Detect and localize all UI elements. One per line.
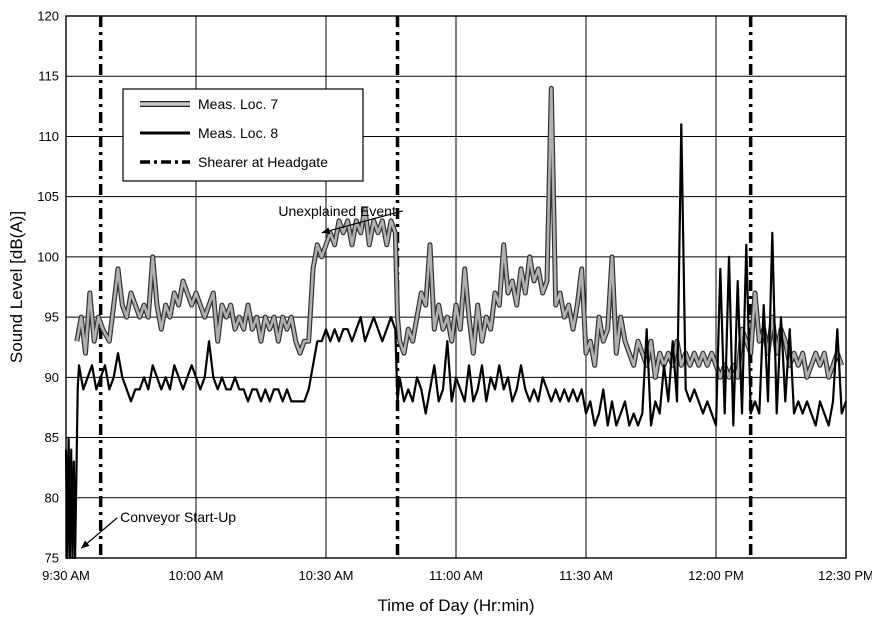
legend: Meas. Loc. 7 Meas. Loc. 8 Shearer at Hea… <box>122 88 364 182</box>
series-loc7-line <box>75 87 843 379</box>
x-tick-label-4: 11:30 AM <box>559 568 613 583</box>
y-tick-label-90: 90 <box>45 370 59 385</box>
annotation-text-1: Unexplained Event <box>278 203 396 219</box>
y-tick-label-120: 120 <box>37 9 59 24</box>
y-tick-label-110: 110 <box>38 129 59 144</box>
annotation-arrow-line-1 <box>321 210 403 234</box>
plot-frame <box>65 15 847 559</box>
legend-label-loc8: Meas. Loc. 8 <box>198 125 278 141</box>
x-tick-labels: 9:30 AM 10:00 AM 10:30 AM 11:00 AM 11:30 AM 1… <box>42 568 872 583</box>
x-tick-label-2: 10:30 AM <box>299 568 354 583</box>
legend-label-shearer: Shearer at Headgate <box>198 154 328 170</box>
annotation-text-2: Conveyor Start-Up <box>120 509 236 525</box>
y-tick-label-115: 115 <box>38 69 59 84</box>
x-tick-label-5: 12:00 PM <box>688 568 744 583</box>
y-tick-label-95: 95 <box>45 310 59 325</box>
x-tick-label-0: 9:30 AM <box>42 568 90 583</box>
annotation-arrowhead-2 <box>81 540 90 549</box>
series-loc8-line <box>64 123 848 560</box>
y-tick-label-85: 85 <box>45 430 59 445</box>
legend-label-loc7: Meas. Loc. 7 <box>198 96 278 112</box>
y-axis-title: Sound Level [dB(A)] <box>7 211 26 363</box>
y-tick-label-105: 105 <box>37 189 59 204</box>
x-tick-label-6: 12:30 PM <box>818 568 872 583</box>
annotation-arrowhead-1 <box>321 227 331 235</box>
y-tick-labels: 75 80 85 90 95 100 105 110 115 120 <box>37 9 59 566</box>
series-layer <box>64 85 848 560</box>
y-tick-label-80: 80 <box>45 490 59 505</box>
y-tick-label-100: 100 <box>37 249 59 264</box>
x-tick-label-3: 11:00 AM <box>429 568 483 583</box>
y-tick-label-75: 75 <box>45 551 59 566</box>
x-tick-label-1: 10:00 AM <box>169 568 224 583</box>
x-axis-title: Time of Day (Hr:min) <box>377 596 534 615</box>
annotations: Unexplained Event Conveyor Start-Up <box>80 203 403 549</box>
